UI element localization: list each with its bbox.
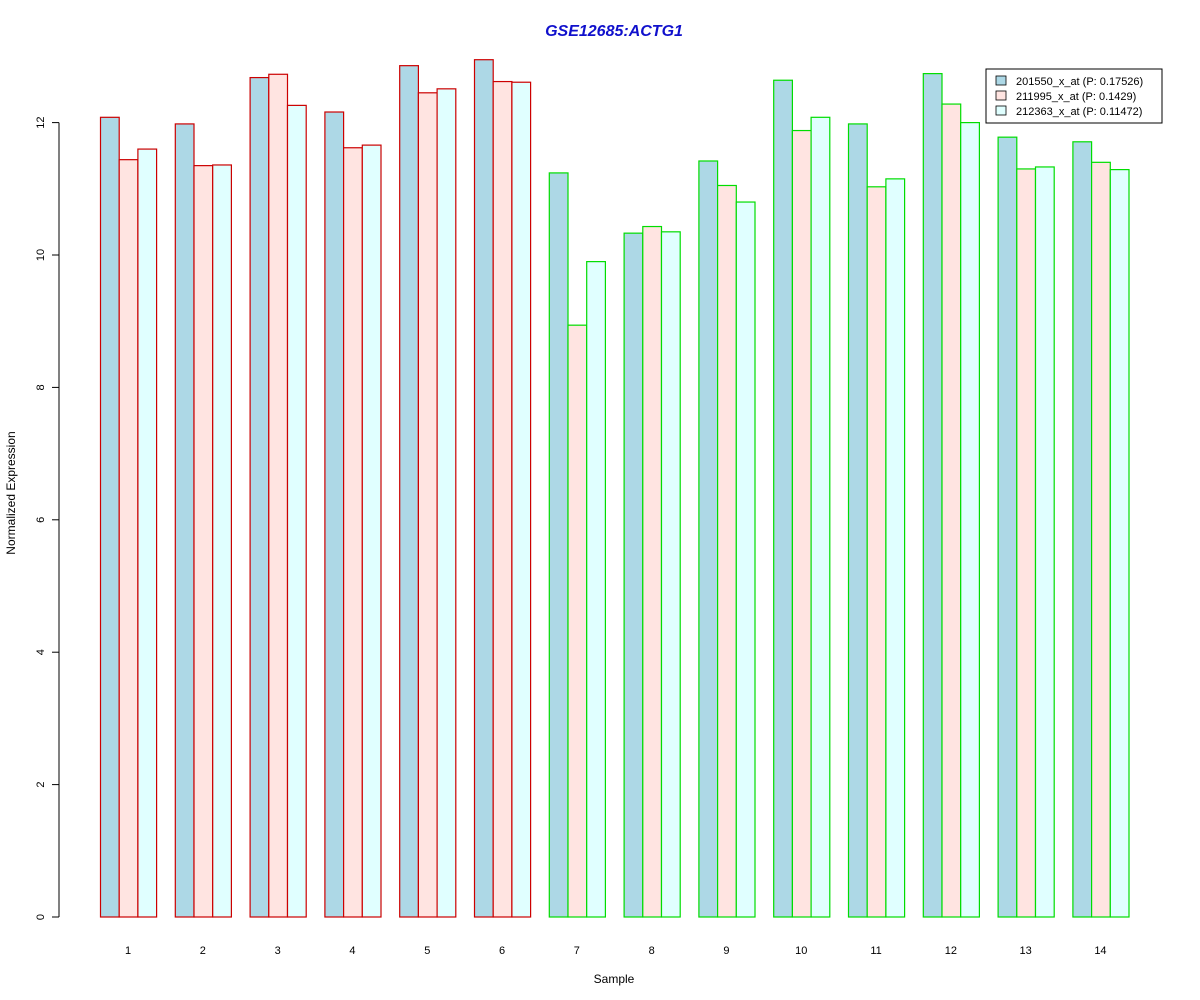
bar-sample-5-series-3 xyxy=(436,88,457,918)
x-axis-tick-labels: 1 2 3 4 5 6 7 8 9 10 11 12 13 14 xyxy=(125,945,1107,957)
bar-sample-14-series-2 xyxy=(1090,161,1111,918)
y-axis-label: Normalized Expression xyxy=(4,431,18,554)
x-tick-label: 12 xyxy=(945,945,957,957)
x-tick-label: 7 xyxy=(574,945,580,957)
bar-sample-13-series-3 xyxy=(1034,166,1055,918)
bar-sample-3-series-1 xyxy=(249,76,270,918)
y-tick-label: 8 xyxy=(35,384,47,390)
bar-sample-14-series-3 xyxy=(1109,169,1130,918)
x-tick-label: 11 xyxy=(870,945,881,957)
bar-sample-8-series-1 xyxy=(623,232,644,918)
bar-sample-14-series-1 xyxy=(1072,141,1093,918)
bar-sample-9-series-2 xyxy=(716,184,737,918)
bar-sample-1-series-3 xyxy=(137,148,158,918)
bar-sample-11-series-3 xyxy=(885,178,906,918)
bar-group xyxy=(99,59,1130,918)
bar-sample-6-series-2 xyxy=(492,80,513,918)
x-tick-label: 5 xyxy=(424,945,430,957)
bar-sample-1-series-2 xyxy=(118,159,139,918)
chart-title: GSE12685:ACTG1 xyxy=(545,23,683,40)
x-tick-label: 1 xyxy=(125,945,131,957)
bar-sample-2-series-2 xyxy=(193,165,214,918)
x-tick-label: 3 xyxy=(275,945,281,957)
legend-label-3: 212363_x_at (P: 0.11472) xyxy=(1016,106,1142,118)
legend-label-1: 201550_x_at (P: 0.17526) xyxy=(1016,76,1143,88)
bar-sample-4-series-1 xyxy=(324,111,345,918)
x-tick-label: 2 xyxy=(200,945,206,957)
bar-sample-4-series-2 xyxy=(343,147,363,918)
bar-sample-2-series-1 xyxy=(174,123,195,918)
bar-sample-6-series-1 xyxy=(473,59,494,918)
bar-sample-6-series-3 xyxy=(511,81,532,918)
bar-sample-8-series-3 xyxy=(660,231,681,918)
x-tick-label: 14 xyxy=(1094,945,1106,957)
legend: 201550_x_at (P: 0.17526) 211995_x_at (P: … xyxy=(985,68,1163,124)
bar-sample-4-series-3 xyxy=(361,144,382,918)
bar-sample-2-series-3 xyxy=(212,164,232,918)
bar-sample-5-series-2 xyxy=(417,92,438,918)
bar-sample-10-series-3 xyxy=(810,116,831,918)
bar-sample-12-series-2 xyxy=(941,103,962,918)
bar-sample-12-series-1 xyxy=(922,73,943,918)
bar-sample-5-series-1 xyxy=(399,65,420,918)
bar-sample-12-series-3 xyxy=(960,121,981,918)
x-tick-label: 10 xyxy=(795,945,807,957)
bar-sample-9-series-3 xyxy=(735,201,756,918)
bar-sample-11-series-2 xyxy=(866,186,887,918)
bar-sample-3-series-3 xyxy=(286,104,307,918)
x-tick-label: 6 xyxy=(499,945,505,957)
x-tick-label: 9 xyxy=(723,945,729,957)
x-tick-label: 4 xyxy=(349,945,355,957)
legend-box xyxy=(985,68,1163,124)
y-axis: 0 2 4 6 8 10 12 xyxy=(35,116,60,920)
y-tick-label: 12 xyxy=(35,116,47,128)
bar-sample-8-series-2 xyxy=(642,225,663,918)
y-tick-label: 6 xyxy=(35,517,47,523)
bar-sample-7-series-2 xyxy=(567,324,588,918)
bar-sample-1-series-1 xyxy=(99,116,120,918)
y-tick-label: 2 xyxy=(35,782,47,788)
legend-swatch-1 xyxy=(995,75,1007,86)
bar-sample-10-series-1 xyxy=(773,79,794,918)
legend-swatch-2 xyxy=(995,90,1007,101)
bar-sample-11-series-1 xyxy=(847,123,868,918)
bar-sample-3-series-2 xyxy=(268,73,289,918)
bar-sample-13-series-2 xyxy=(1016,168,1037,918)
legend-label-2: 211995_x_at (P: 0.1429) xyxy=(1016,91,1136,103)
bar-sample-7-series-1 xyxy=(548,172,569,918)
bar-sample-9-series-1 xyxy=(698,160,719,918)
legend-swatch-3 xyxy=(995,105,1007,116)
x-axis-label: Sample xyxy=(594,972,635,986)
x-tick-label: 8 xyxy=(649,945,655,957)
bar-sample-13-series-1 xyxy=(997,136,1018,918)
y-tick-label: 0 xyxy=(35,914,47,920)
bar-sample-10-series-2 xyxy=(791,129,812,918)
y-tick-label: 4 xyxy=(35,649,47,655)
x-tick-label: 13 xyxy=(1020,945,1032,957)
y-tick-label: 10 xyxy=(35,249,47,261)
bar-sample-7-series-3 xyxy=(586,261,607,918)
